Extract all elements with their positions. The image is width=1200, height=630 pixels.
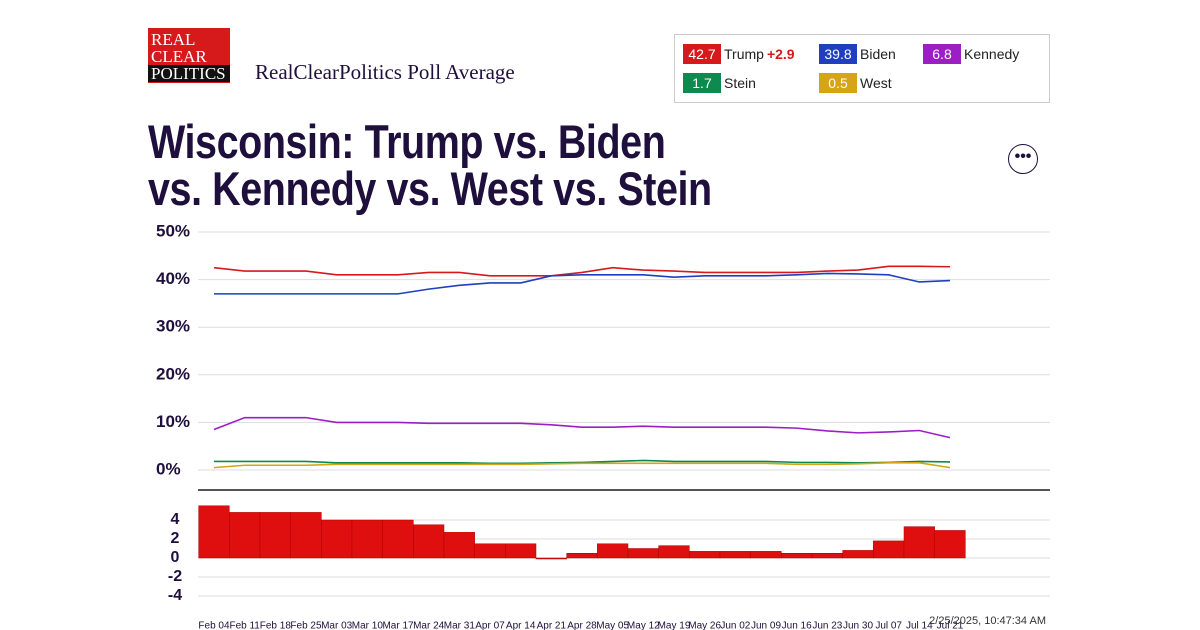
logo[interactable]: REAL CLEAR POLITICS	[148, 28, 230, 83]
y-tick-label: 4	[171, 511, 180, 528]
bar	[658, 545, 690, 559]
bar	[597, 543, 629, 559]
x-tick-label: May 05	[596, 621, 629, 630]
x-tick-label: Jun 23	[812, 621, 842, 630]
x-tick-label: Feb 11	[229, 621, 260, 630]
bar	[351, 519, 383, 559]
y-tick-label: 0	[171, 549, 180, 566]
y-tick-label: 30%	[156, 317, 190, 336]
bar	[443, 532, 475, 559]
bar	[750, 551, 782, 559]
bar	[198, 505, 230, 559]
legend-item: 1.7 Stein	[683, 73, 756, 93]
x-tick-label: Mar 17	[382, 621, 414, 630]
x-tick-label: Apr 21	[537, 621, 567, 630]
x-tick-label: Jun 02	[720, 621, 750, 630]
subtitle: RealClearPolitics Poll Average	[255, 60, 515, 84]
bar	[903, 526, 935, 559]
bar	[259, 512, 291, 559]
logo-line: CLEAR	[151, 47, 207, 66]
x-tick-label: Apr 07	[475, 621, 505, 630]
y-tick-label: -4	[168, 587, 182, 604]
more-button[interactable]: •••	[1008, 144, 1038, 174]
x-tick-label: Apr 28	[567, 621, 597, 630]
legend-item: 39.8 Biden	[819, 44, 896, 64]
legend-name: Trump	[724, 46, 764, 62]
x-tick-label: Mar 24	[413, 621, 445, 630]
legend-value: 42.7	[683, 44, 721, 64]
bar	[842, 550, 874, 559]
legend: 42.7 Trump +2.9 39.8 Biden 6.8 Kennedy 1.7 Stein…	[674, 34, 1050, 103]
legend-value: 6.8	[923, 44, 961, 64]
x-tick-label: Jul 21	[937, 621, 964, 630]
y-tick-label: 50%	[156, 221, 190, 240]
legend-spread: +2.9	[766, 46, 795, 62]
bar	[566, 553, 598, 559]
timestamp: 2/25/2025, 10:47:34 AM	[929, 615, 1046, 627]
legend-item: 0.5 West	[819, 73, 892, 93]
series-line	[214, 272, 951, 295]
bar	[505, 543, 537, 559]
y-tick-label: -2	[168, 568, 182, 585]
logo-line: REAL	[151, 30, 196, 49]
x-tick-label: Feb 18	[260, 621, 292, 630]
x-tick-label: May 19	[658, 621, 691, 630]
x-tick-label: Feb 25	[290, 621, 322, 630]
x-tick-label: May 26	[688, 621, 721, 630]
x-tick-label: Jun 16	[782, 621, 812, 630]
y-tick-label: 2	[171, 530, 180, 547]
bar	[321, 519, 353, 559]
x-tick-label: Jun 30	[843, 621, 873, 630]
bar	[229, 512, 261, 559]
bar	[719, 551, 751, 559]
y-tick-label: 10%	[156, 412, 190, 431]
x-tick-label: Jul 07	[875, 621, 902, 630]
y-tick-label: 20%	[156, 364, 190, 383]
bar	[627, 548, 659, 559]
x-tick-label: Jun 09	[751, 621, 781, 630]
series-line	[214, 459, 951, 465]
legend-value: 0.5	[819, 73, 857, 93]
x-tick-label: Mar 31	[444, 621, 476, 630]
bar	[382, 519, 414, 559]
legend-name: Biden	[860, 46, 896, 62]
x-tick-label: Mar 03	[321, 621, 353, 630]
bar	[290, 512, 322, 559]
bar	[689, 551, 721, 559]
bar	[934, 530, 966, 559]
bar	[781, 553, 813, 559]
legend-item: 6.8 Kennedy	[923, 44, 1019, 64]
legend-name: West	[860, 75, 892, 91]
legend-name: Kennedy	[964, 46, 1020, 62]
y-tick-label: 40%	[156, 269, 190, 288]
bar	[811, 553, 843, 559]
chart-title: Wisconsin: Trump vs. Biden vs. Kennedy v…	[148, 115, 712, 215]
x-tick-label: Apr 14	[506, 621, 536, 630]
series-line	[213, 265, 951, 277]
legend-name: Stein	[724, 75, 756, 91]
bar	[474, 543, 506, 559]
x-tick-label: Jul 14	[906, 621, 933, 630]
y-tick-label: 0%	[156, 459, 181, 478]
legend-item: 42.7 Trump +2.9	[683, 44, 795, 64]
series-line	[213, 462, 951, 469]
bar	[413, 524, 445, 559]
bar	[535, 557, 567, 560]
x-tick-label: May 12	[627, 621, 660, 630]
legend-value: 39.8	[819, 44, 857, 64]
logo-line: POLITICS	[148, 65, 230, 82]
x-tick-label: Mar 10	[352, 621, 384, 630]
x-tick-label: Feb 04	[198, 621, 230, 630]
legend-value: 1.7	[683, 73, 721, 93]
bar	[873, 540, 905, 559]
series-line	[213, 416, 951, 439]
